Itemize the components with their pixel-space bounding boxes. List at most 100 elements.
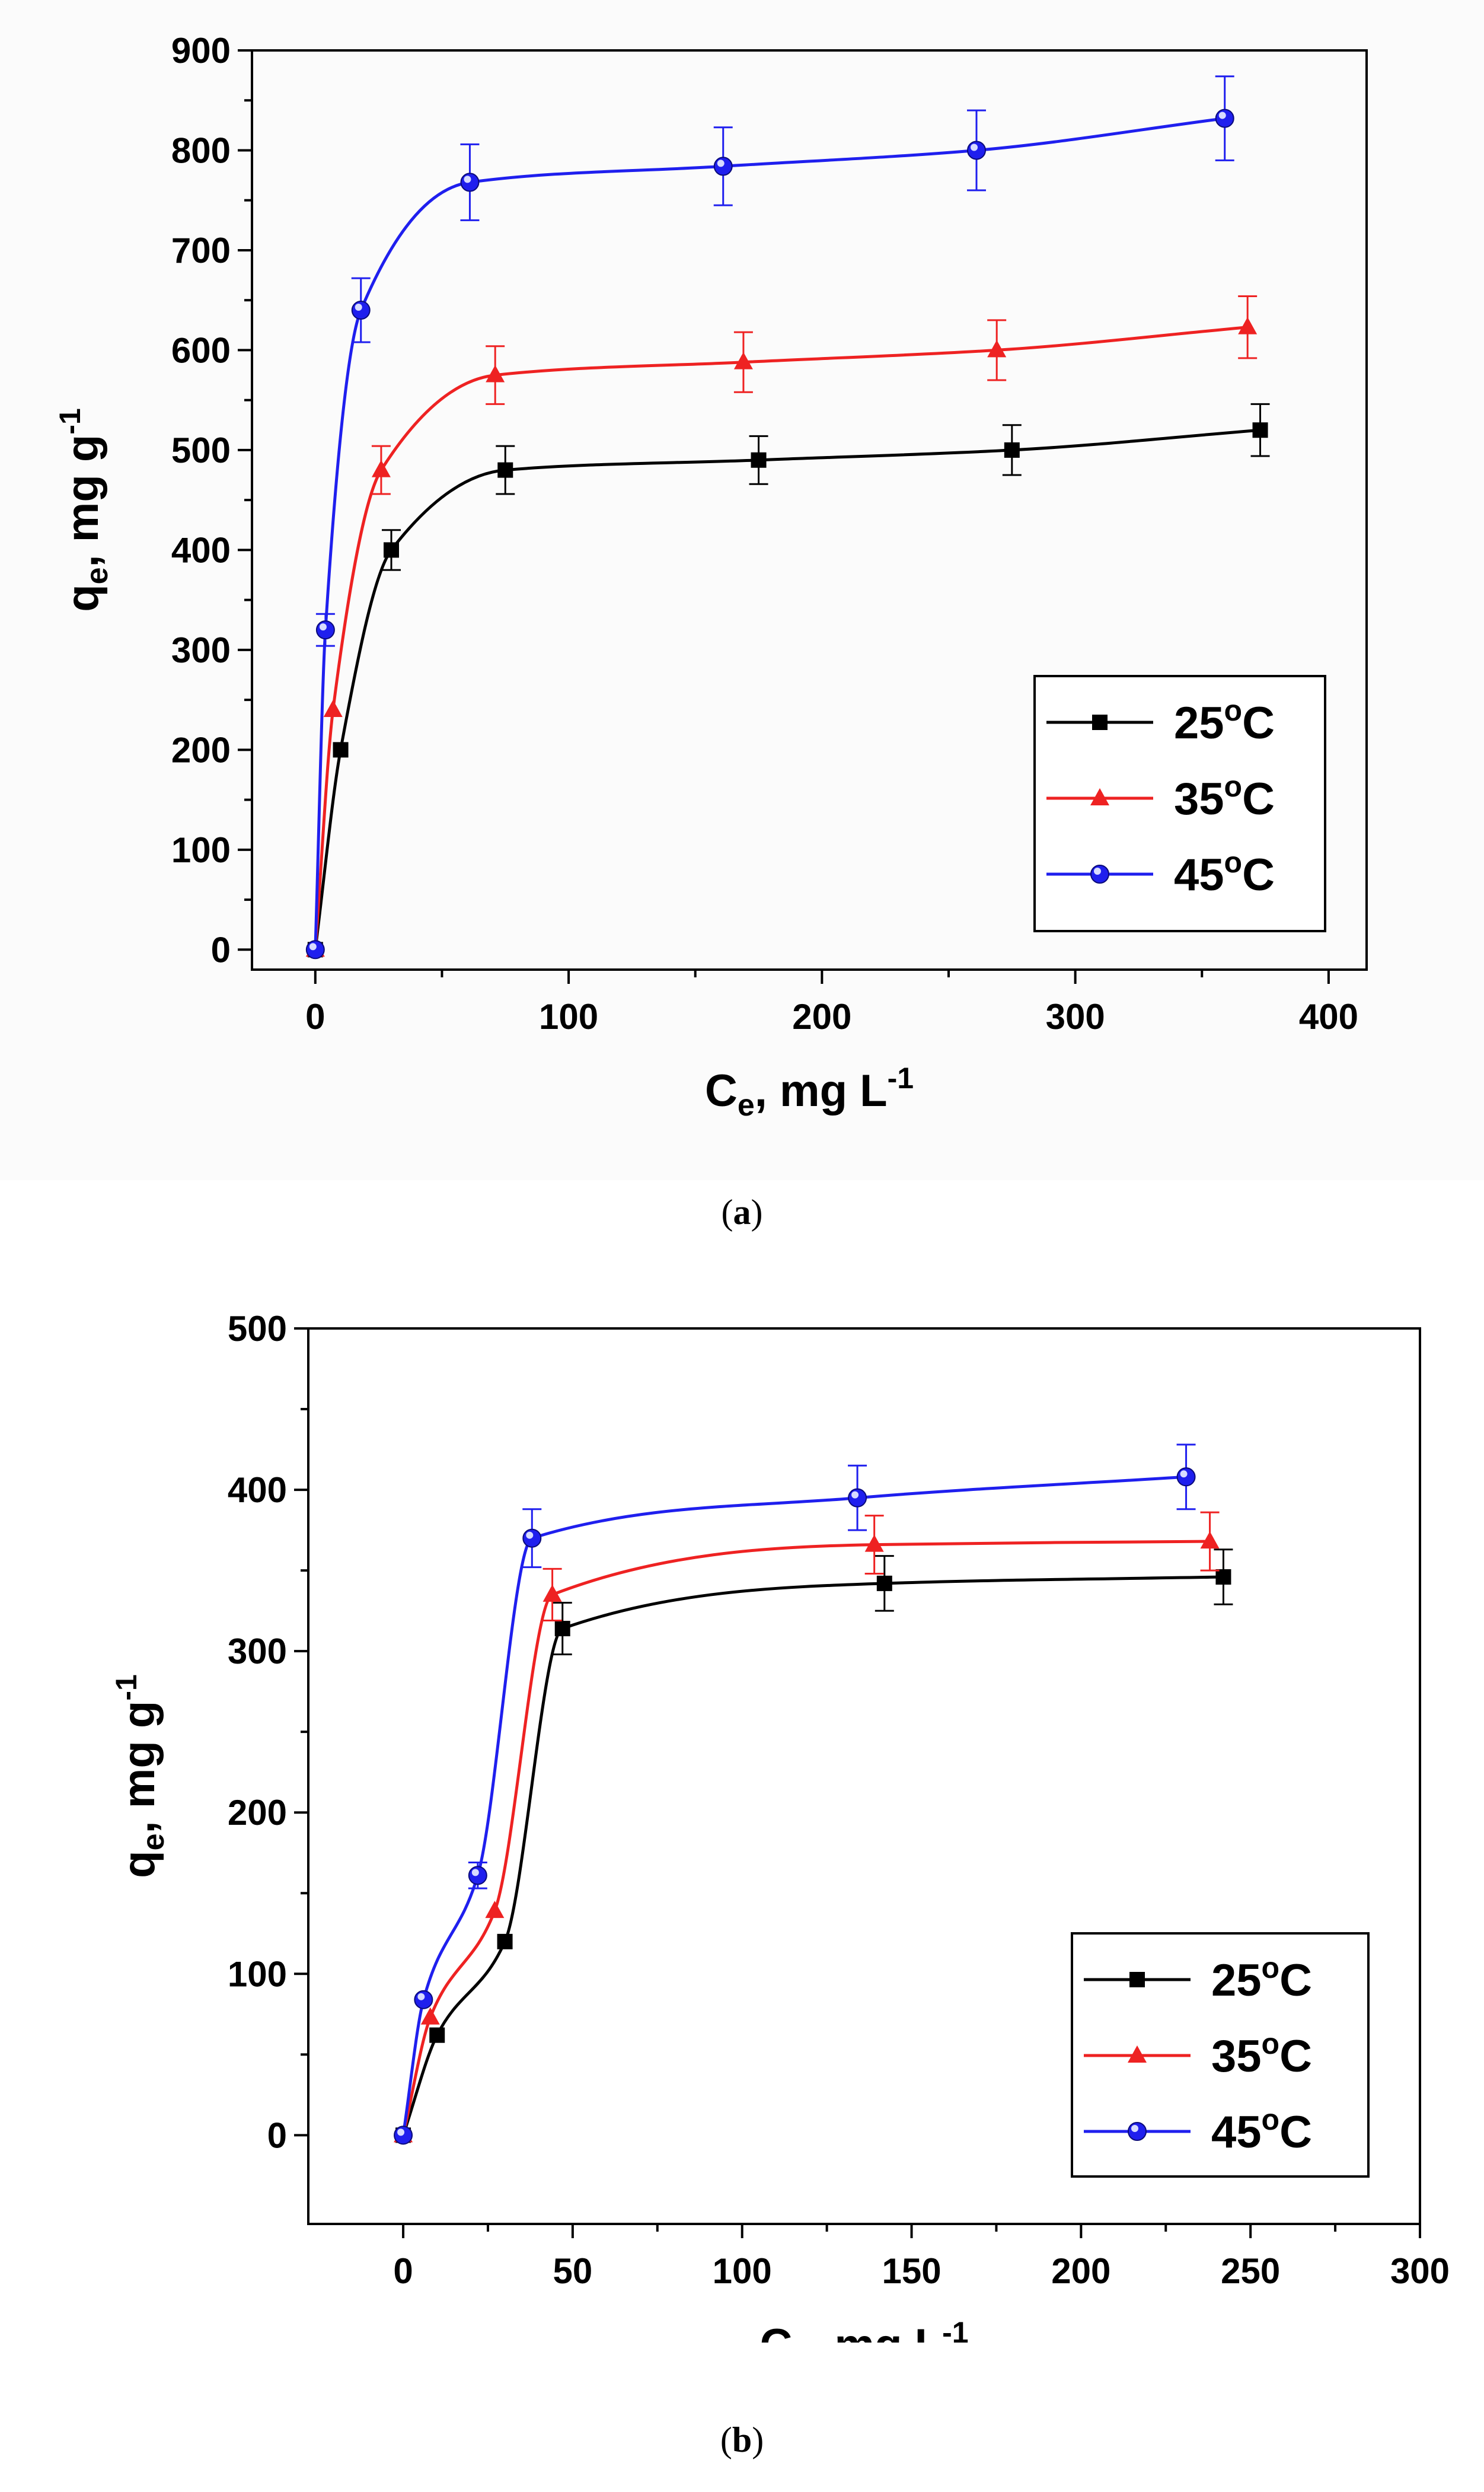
chart-b-x-tick-label-1: 50: [553, 2251, 593, 2291]
chart-b-legend-item-1-label-deg: o: [1262, 2027, 1280, 2060]
chart-a-legend-item-2-label-unit: C: [1242, 850, 1275, 900]
chart-a-legend-item-2-label-value: 45: [1174, 850, 1224, 900]
chart-a-series-0-point-2: [384, 542, 399, 558]
chart-a-y-axis-title-sup: -1: [53, 408, 87, 434]
chart-b-y-tick-label-0: 0: [267, 2115, 287, 2155]
chart-b-legend-item-2: 45oC: [1084, 2103, 1312, 2158]
chart-a-series-2-point-1-body: [315, 620, 335, 640]
chart-a-y-tick-label-5: 500: [171, 431, 231, 470]
chart-a-legend-item-0-marker: [1092, 715, 1108, 730]
chart-b-series-0-point-5: [1215, 1569, 1231, 1585]
chart-a-series-2-point-3-highlight: [464, 176, 471, 183]
chart-b-legend-item-2-label-unit: C: [1279, 2107, 1312, 2158]
chart-b-series-1-point-1: [420, 2007, 440, 2025]
chart-a-legend-item-1-label-value: 35: [1174, 774, 1224, 824]
chart-a-y-tick-label-0: 0: [211, 930, 231, 970]
chart-b-x-tick-label-0: 0: [393, 2251, 413, 2291]
chart-b-series-2-point-0-body: [394, 2125, 413, 2145]
chart-b-series-2-point-4-highlight: [851, 1491, 859, 1499]
chart-b-legend-item-1-label-unit: C: [1279, 2031, 1312, 2082]
chart-a-legend-item-0: 25oC: [1046, 694, 1275, 748]
chart-b-series-0-point-4: [876, 1575, 892, 1591]
chart-a-x-axis-title-main: C: [705, 1066, 738, 1116]
chart-a-series-2-point-6-highlight: [1218, 111, 1226, 119]
chart-a-series-2-point-3-body: [460, 173, 480, 192]
chart-a-series-0-point-6: [1252, 422, 1268, 438]
chart-b-plot-frame: [307, 1327, 1421, 2225]
chart-a-series-2-point-1-highlight: [319, 623, 327, 631]
chart-b-series-0-line: [401, 1575, 1224, 2136]
chart-a-x-tick-label-4: 400: [1299, 997, 1358, 1037]
chart-b-series-0-point-1: [429, 2027, 445, 2043]
chart-b-series-2-point-1-highlight: [417, 1993, 425, 2000]
chart-b-x-axis-title-sup: -1: [942, 2316, 968, 2343]
chart-a-legend-item-2-marker-body: [1090, 865, 1109, 884]
chart-b-y-axis-title-sub: e: [136, 1833, 171, 1850]
chart-a-legend-item-2-label: 45oC: [1174, 846, 1275, 900]
chart-a-series-0-point-5: [1004, 442, 1020, 458]
chart-a-series-1-point-4: [733, 352, 753, 369]
chart-a-y-axis-title: qe, mg g-1: [53, 408, 114, 612]
chart-a-series-2-point-5-body: [967, 141, 986, 160]
chart-b-series-2-point-3-highlight: [526, 1531, 534, 1539]
chart-a-legend-item-0-label-value: 25: [1174, 698, 1224, 748]
chart-a-series-1-point-2: [371, 460, 391, 477]
chart-b-legend-item-0-label-deg: o: [1262, 1951, 1280, 1984]
chart-a-y-tick-label-8: 800: [171, 130, 231, 170]
chart-b-x-axis-title-main: C: [759, 2320, 792, 2343]
chart-b-legend-item-0-label: 25oC: [1211, 1951, 1312, 2006]
chart-b-series-2-point-5: [1176, 1467, 1196, 1487]
chart-b-x-tick-label-5: 250: [1221, 2251, 1280, 2291]
chart-a-series-2: [305, 75, 1234, 960]
chart-a-series-2-point-0-body: [305, 940, 325, 960]
chart-a-y-tick-label-2: 200: [171, 730, 231, 770]
chart-a-legend-item-2-label-deg: o: [1224, 846, 1243, 879]
chart-b-series-2-point-2: [468, 1866, 487, 1885]
chart-a-legend-box: [1033, 675, 1326, 932]
chart-a-y-axis-title-rest: , mg g: [58, 435, 108, 568]
caption-a-open: (: [721, 1193, 733, 1232]
chart-b-series-2-line: [401, 1475, 1186, 2136]
chart-a-legend-item-1-label: 35oC: [1174, 770, 1275, 824]
chart-a-series-2-point-4-body: [713, 157, 733, 176]
chart-b-legend-item-2-label-value: 45: [1211, 2107, 1262, 2158]
chart-a-series-2-point-0-highlight: [309, 943, 317, 951]
caption-a-close: ): [751, 1193, 763, 1232]
chart-a-legend-item-1-label-deg: o: [1224, 770, 1243, 803]
chart-a-legend-item-1-marker: [1090, 788, 1109, 805]
chart-b-y-axis-title-sup: -1: [110, 1674, 143, 1700]
chart-a-series-2-point-0: [305, 940, 325, 960]
caption-b-letter: b: [732, 2420, 752, 2459]
chart-b-x-tick-label-4: 200: [1051, 2251, 1110, 2291]
chart-b-legend-item-1: 35oC: [1084, 2027, 1312, 2082]
chart-b-series-1-point-4: [864, 1534, 884, 1552]
chart-a-legend-item-0-label: 25oC: [1174, 694, 1275, 748]
chart-b-svg: 0501001502002503000100200300400500Ce, mg…: [110, 1309, 1450, 2343]
chart-a-legend-item-0-label-deg: o: [1224, 694, 1243, 727]
chart-b-x-tick-label-2: 100: [713, 2251, 772, 2291]
chart-a-series-1-point-1: [323, 699, 343, 717]
chart-panel-a: 0 100 200 300 400 0 100 200 300 400 500 600 700 800 90…: [0, 0, 1484, 1180]
chart-a-plot-frame: [251, 49, 1368, 971]
chart-panel-b: 0501001502002503000100200300400500Ce, mg…: [0, 1257, 1484, 2343]
chart-a-x-axis-title: Ce, mg L-1: [705, 1062, 914, 1123]
chart-b-x-tick-label-3: 150: [882, 2251, 941, 2291]
chart-b-legend-item-0: 25oC: [1084, 1951, 1312, 2006]
chart-b-series-1: [394, 1511, 1220, 2143]
chart-b-series-2-point-0: [394, 2125, 413, 2145]
chart-a-x-axis-title-rest: , mg L: [755, 1066, 888, 1116]
chart-a-x-axis-title-sub: e: [738, 1088, 755, 1123]
caption-a-letter: a: [733, 1193, 751, 1232]
chart-b-series-0-point-2: [497, 1933, 513, 1949]
chart-b-series-1-point-5: [1200, 1531, 1220, 1549]
chart-a-x-tick-label-2: 200: [792, 997, 851, 1037]
chart-a-series-2-point-1: [315, 620, 335, 640]
chart-b-y-axis-title: qe, mg g-1: [110, 1674, 171, 1878]
chart-a-series-1-point-3: [486, 365, 505, 383]
chart-b-series-2-point-2-body: [468, 1866, 487, 1885]
chart-a-x-tick-label-0: 0: [305, 997, 325, 1037]
chart-b-series-2-point-3: [522, 1528, 542, 1548]
chart-a-svg: 0 100 200 300 400 0 100 200 300 400 500 600 700 800 90…: [53, 31, 1368, 1123]
